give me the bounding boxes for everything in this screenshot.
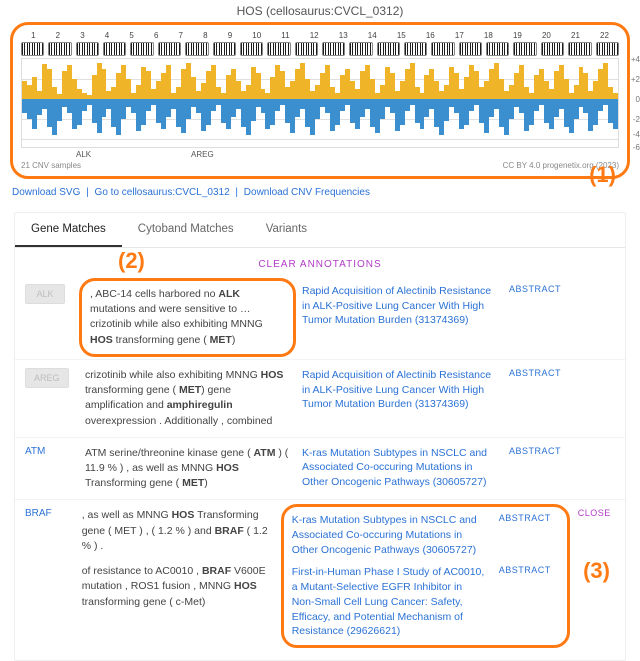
publication-link[interactable]: Rapid Acquisition of Alectinib Resistanc… <box>302 368 497 412</box>
snippet-text: , as well as MNNG HOS Transforming gene … <box>82 508 273 609</box>
match-row: ALK , ABC-14 cells harbored no ALK mutati… <box>15 276 625 359</box>
gene-link[interactable]: ATM <box>25 446 45 457</box>
ideogram-track <box>21 42 619 56</box>
abstract-link[interactable]: ABSTRACT <box>509 368 569 378</box>
tab-variants[interactable]: Variants <box>250 213 323 247</box>
tab-bar: Gene Matches Cytoband Matches Variants <box>15 213 625 248</box>
publication-link[interactable]: Rapid Acquisition of Alectinib Resistanc… <box>302 284 497 328</box>
gene-button[interactable]: ALK <box>25 284 65 304</box>
abstract-link[interactable]: ABSTRACT <box>509 446 569 456</box>
annotation-callout-1: (1) <box>589 162 616 188</box>
abstract-link[interactable]: ABSTRACT <box>509 284 569 294</box>
tab-gene-matches[interactable]: Gene Matches <box>15 213 122 247</box>
cnv-chart-panel: 12345678910111213141516171819202122 +4+2… <box>10 22 630 179</box>
snippet-text: , ABC-14 cells harbored no ALK mutations… <box>85 284 290 351</box>
gene-marker-row: ALK AREG <box>21 148 619 159</box>
gene-marker: AREG <box>191 150 251 159</box>
annotation-callout-2: (2) <box>118 248 145 274</box>
page-root: HOS (cellosaurus:CVCL_0312) 123456789101… <box>0 0 640 661</box>
cnv-histogram[interactable]: +4+20-2-4-6 <box>21 58 619 148</box>
gene-cell: ALK <box>25 284 73 304</box>
annotation-callout-3: (3) <box>583 558 610 584</box>
download-links-row: Download SVG | Go to cellosaurus:CVCL_03… <box>0 183 640 208</box>
chart-title: HOS (cellosaurus:CVCL_0312) <box>0 0 640 20</box>
abstract-link[interactable]: ABSTRACT <box>499 565 559 638</box>
publication-link[interactable]: K-ras Mutation Subtypes in NSCLC and Ass… <box>292 513 487 557</box>
download-svg-link[interactable]: Download SVG <box>12 187 80 198</box>
download-freq-link[interactable]: Download CNV Frequencies <box>244 187 370 198</box>
publication-link[interactable]: First-in-Human Phase I Study of AC0010, … <box>292 565 487 638</box>
gene-marker: ALK <box>76 150 136 159</box>
tab-cytoband-matches[interactable]: Cytoband Matches <box>122 213 250 247</box>
chrom-axis-labels: 12345678910111213141516171819202122 <box>21 31 619 42</box>
match-row: BRAF , as well as MNNG HOS Transforming g… <box>15 499 625 652</box>
clear-annotations-button[interactable]: CLEAR ANNOTATIONS <box>258 259 381 270</box>
sample-count: 21 CNV samples <box>21 161 81 170</box>
snippet-text: crizotinib while also exhibiting MNNG HO… <box>85 368 290 429</box>
clear-annotations-row: CLEAR ANNOTATIONS <box>15 248 625 276</box>
publication-link[interactable]: K-ras Mutation Subtypes in NSCLC and Ass… <box>302 446 497 490</box>
abstract-link[interactable]: ABSTRACT <box>499 513 559 557</box>
close-link[interactable]: CLOSE <box>578 508 615 518</box>
chart-caption: 21 CNV samples CC BY 4.0 progenetix.org … <box>21 161 619 170</box>
cellosaurus-link[interactable]: Go to cellosaurus:CVCL_0312 <box>95 187 230 198</box>
results-panel: Gene Matches Cytoband Matches Variants (… <box>14 212 626 661</box>
match-row: ATM ATM serine/threonine kinase gene ( AT… <box>15 437 625 500</box>
gene-cell: AREG <box>25 368 73 388</box>
gene-cell: ATM <box>25 446 73 457</box>
gene-cell: BRAF <box>25 508 70 519</box>
gene-button[interactable]: AREG <box>25 368 69 388</box>
match-row: AREG crizotinib while also exhibiting MNN… <box>15 359 625 437</box>
gene-link[interactable]: BRAF <box>25 508 52 519</box>
snippet-text: of resistance to AC0010 , BRAF V600E mut… <box>82 554 273 610</box>
snippet-text: ATM serine/threonine kinase gene ( ATM )… <box>85 446 290 492</box>
